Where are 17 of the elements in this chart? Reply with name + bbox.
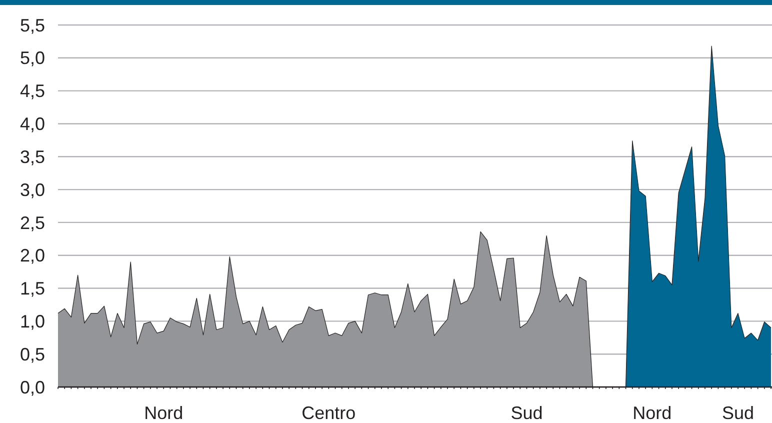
y-tick-label: 5,5 [20,15,45,36]
y-tick-label: 0,0 [20,377,45,398]
y-tick-label: 3,5 [20,146,45,167]
y-tick-label: 1,0 [20,311,45,332]
x-tick-label: Sud [722,403,754,423]
x-tick-label: Nord [632,403,672,423]
x-tick-label: Centro [302,403,356,423]
y-tick-label: 2,5 [20,212,45,233]
x-tick-label: Nord [144,403,184,423]
y-tick-label: 5,0 [20,48,45,68]
y-tick-label: 0,5 [20,344,45,364]
y-tick-label: 1,5 [20,278,45,299]
y-tick-label: 3,0 [20,180,45,200]
y-tick-label: 4,0 [20,114,45,134]
y-tick-label: 2,0 [20,246,45,266]
x-tick-label: Sud [510,403,543,423]
y-tick-label: 4,5 [20,81,45,102]
